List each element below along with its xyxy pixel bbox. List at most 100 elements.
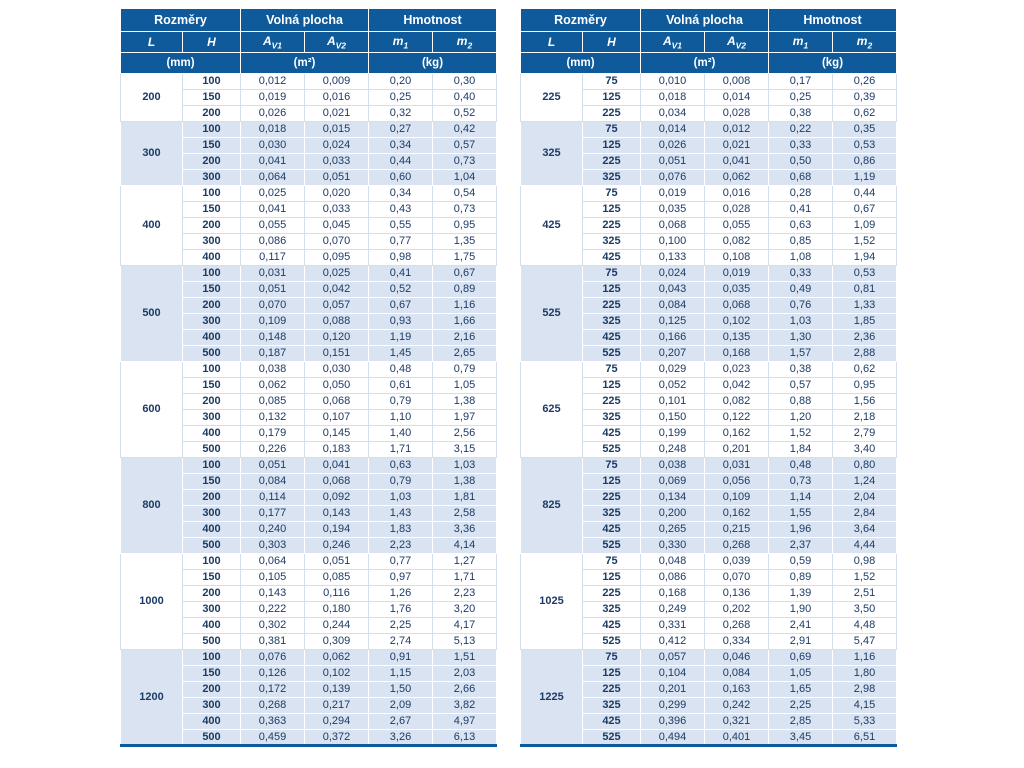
dimension-h-cell: 400	[182, 521, 241, 538]
table-row: 800 100 0,051 0,041 0,63 1,03	[120, 457, 497, 554]
table-row: 125 0,086 0,070 0,89 1,52	[521, 569, 897, 586]
value-cell: 0,62	[832, 105, 897, 122]
value-cell: 1,96	[768, 521, 833, 538]
value-cell: 1,90	[768, 601, 833, 618]
value-cell: 2,09	[368, 697, 433, 714]
dimension-h-cell: 75	[582, 553, 641, 570]
group-header-rozmery: Rozměry	[120, 8, 241, 32]
dimension-h-cell: 75	[582, 649, 641, 666]
symbol-subscript: 2	[467, 40, 473, 51]
value-cell: 1,26	[368, 585, 433, 602]
table-row: 400 100 0,025 0,020 0,34 0,54	[120, 185, 497, 266]
value-cell: 0,039	[704, 553, 769, 570]
group-header-row: Rozměry Volná plocha Hmotnost	[520, 8, 897, 32]
dimension-h-cell: 150	[182, 89, 241, 106]
value-cell: 0,109	[704, 489, 769, 506]
value-cell: 0,44	[832, 185, 897, 202]
dimension-h-cell: 200	[182, 217, 241, 234]
value-cell: 0,199	[640, 425, 705, 442]
dimension-h-cell: 200	[182, 297, 241, 314]
value-cell: 0,28	[768, 185, 833, 202]
value-cell: 0,068	[640, 217, 705, 234]
dimension-h-cell: 300	[182, 169, 241, 186]
value-cell: 0,77	[368, 553, 433, 570]
value-cell: 0,55	[368, 217, 433, 234]
dimension-l-cell: 825	[520, 457, 583, 554]
value-cell: 0,201	[640, 681, 705, 698]
value-cell: 0,085	[240, 393, 305, 410]
value-cell: 0,122	[704, 409, 769, 426]
value-cell: 1,20	[768, 409, 833, 426]
value-cell: 1,66	[432, 313, 497, 330]
table-row: 225 0,168 0,136 1,39 2,51	[521, 585, 897, 602]
table-row: 400 0,148 0,120 1,19 2,16	[121, 329, 497, 346]
table-row: 300 0,268 0,217 2,09 3,82	[121, 697, 497, 714]
dimension-h-cell: 300	[182, 409, 241, 426]
dimension-h-cell: 125	[582, 201, 641, 218]
value-cell: 0,201	[704, 441, 769, 458]
value-cell: 0,019	[640, 185, 705, 202]
value-cell: 0,396	[640, 713, 705, 730]
dimension-l-cell: 425	[520, 185, 583, 266]
value-cell: 0,082	[704, 393, 769, 410]
value-cell: 0,68	[768, 169, 833, 186]
value-cell: 1,94	[832, 249, 897, 266]
value-cell: 0,024	[640, 265, 705, 282]
value-cell: 0,268	[240, 697, 305, 714]
table-row: 425 75 0,019 0,016 0,28 0,44	[520, 185, 897, 266]
value-cell: 2,41	[768, 617, 833, 634]
value-cell: 1,19	[368, 329, 433, 346]
dimension-h-cell: 400	[182, 329, 241, 346]
value-cell: 0,33	[768, 137, 833, 154]
value-cell: 0,48	[368, 361, 433, 378]
table-row: 1025 75 0,048 0,039 0,59 0,98	[520, 553, 897, 650]
dimension-h-cell: 225	[582, 297, 641, 314]
value-cell: 0,042	[704, 377, 769, 394]
value-cell: 0,54	[432, 185, 497, 202]
spec-table-right: Rozměry Volná plocha Hmotnost L H AV1 AV…	[520, 8, 897, 747]
value-cell: 0,207	[640, 345, 705, 362]
value-cell: 0,012	[240, 73, 305, 90]
value-cell: 0,494	[640, 729, 705, 746]
value-cell: 1,50	[368, 681, 433, 698]
value-cell: 0,120	[304, 329, 369, 346]
unit-mm: (mm)	[120, 52, 241, 74]
table-row: 425 0,133 0,108 1,08 1,94	[521, 249, 897, 266]
value-cell: 0,249	[640, 601, 705, 618]
value-cell: 0,299	[640, 697, 705, 714]
unit-kg: (kg)	[368, 52, 497, 74]
value-cell: 0,057	[304, 297, 369, 314]
dimension-h-cell: 75	[582, 185, 641, 202]
value-cell: 0,135	[704, 329, 769, 346]
value-cell: 0,100	[640, 233, 705, 250]
value-cell: 3,26	[368, 729, 433, 746]
value-cell: 0,93	[368, 313, 433, 330]
value-cell: 3,50	[832, 601, 897, 618]
dimension-h-cell: 125	[582, 377, 641, 394]
value-cell: 0,38	[768, 105, 833, 122]
dimension-h-cell: 425	[582, 713, 641, 730]
value-cell: 1,16	[432, 297, 497, 314]
value-cell: 0,109	[240, 313, 305, 330]
value-cell: 0,302	[240, 617, 305, 634]
symbol-subscript: 2	[867, 40, 873, 51]
value-cell: 0,028	[704, 105, 769, 122]
table-row: 325 0,076 0,062 0,68 1,19	[521, 169, 897, 186]
value-cell: 0,043	[640, 281, 705, 298]
value-cell: 0,151	[304, 345, 369, 362]
dimension-h-cell: 125	[582, 569, 641, 586]
value-cell: 0,59	[768, 553, 833, 570]
value-cell: 0,101	[640, 393, 705, 410]
value-cell: 0,019	[704, 265, 769, 282]
table-row: 300 0,064 0,051 0,60 1,04	[121, 169, 497, 186]
value-cell: 0,34	[368, 185, 433, 202]
dimension-h-cell: 400	[182, 617, 241, 634]
table-row: 1200 100 0,076 0,062 0,91 1,51	[120, 649, 497, 746]
dimension-h-cell: 325	[582, 409, 641, 426]
dimension-h-cell: 225	[582, 393, 641, 410]
value-cell: 0,50	[768, 153, 833, 170]
dimension-l-cell: 600	[120, 361, 183, 458]
value-cell: 0,038	[240, 361, 305, 378]
value-cell: 0,070	[704, 569, 769, 586]
value-cell: 0,67	[368, 297, 433, 314]
